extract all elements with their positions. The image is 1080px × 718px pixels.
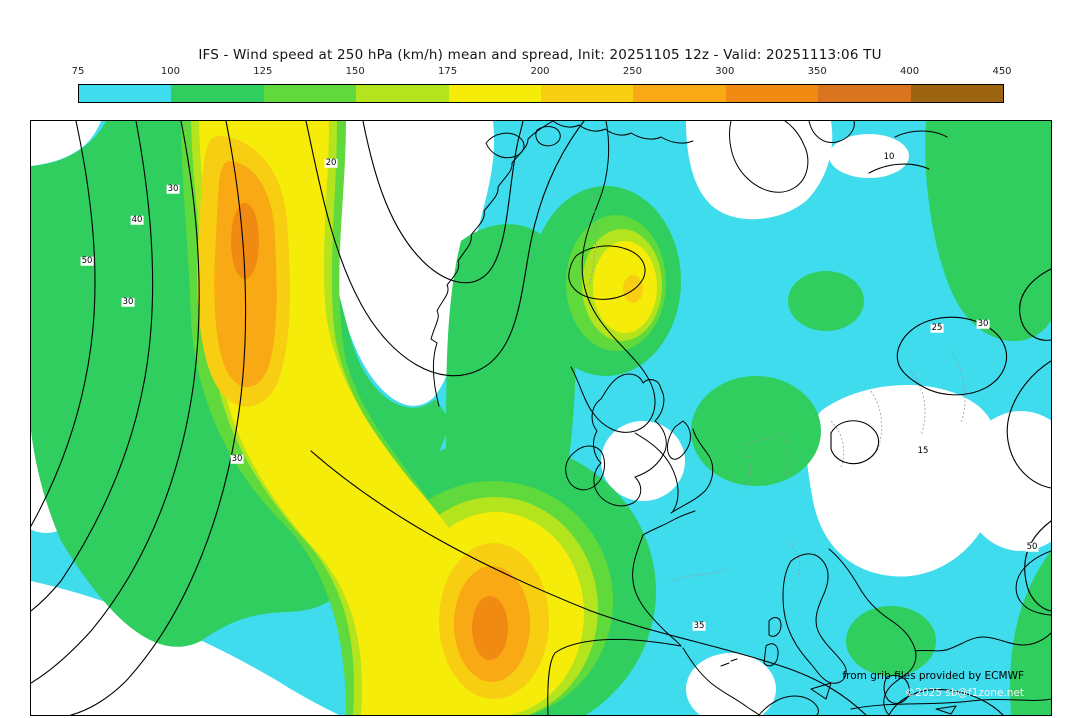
colorbar-tick: 400 <box>900 66 920 77</box>
colorbar-segment-1 <box>171 85 264 102</box>
spread-contours <box>31 121 1051 715</box>
map-area: 20 30 40 50 30 30 10 25 30 15 50 35 from grib files… <box>30 120 1052 716</box>
colorbar-ticks: 75 100 125 150 175 200 250 300 350 400 450 <box>72 66 1012 79</box>
colorbar-segment-3 <box>356 85 449 102</box>
colorbar-segment-6 <box>633 85 726 102</box>
colorbar-segment-5 <box>541 85 634 102</box>
colorbar-segment-8 <box>818 85 911 102</box>
coastlines <box>430 121 1051 715</box>
field-deep-orange <box>231 203 508 660</box>
colorbar-tick: 200 <box>530 66 550 77</box>
colorbar-tick: 75 <box>71 66 85 77</box>
credit-ecmwf: from grib files provided by ECMWF <box>842 670 1024 682</box>
colorbar-tick: 300 <box>715 66 735 77</box>
colorbar-tick: 150 <box>345 66 365 77</box>
colorbar-tick: 100 <box>160 66 180 77</box>
colorbar-segment-9 <box>910 85 1004 102</box>
colorbar-tick: 350 <box>807 66 827 77</box>
wind-speed-field <box>31 121 1051 715</box>
colorbar <box>78 84 1004 103</box>
chart-title: IFS - Wind speed at 250 hPa (km/h) mean … <box>198 47 882 63</box>
credit-copyright: ©2025 sb@f1zone.net <box>904 687 1024 699</box>
map-svg <box>31 121 1051 715</box>
country-borders <box>588 190 966 582</box>
colorbar-segment-2 <box>263 85 357 102</box>
colorbar-tick: 125 <box>253 66 273 77</box>
colorbar-tick: 250 <box>622 66 642 77</box>
colorbar-tick: 175 <box>438 66 458 77</box>
colorbar-segment-4 <box>448 85 542 102</box>
colorbar-tick: 450 <box>992 66 1012 77</box>
colorbar-segment-0 <box>79 85 172 102</box>
colorbar-segment-7 <box>725 85 819 102</box>
